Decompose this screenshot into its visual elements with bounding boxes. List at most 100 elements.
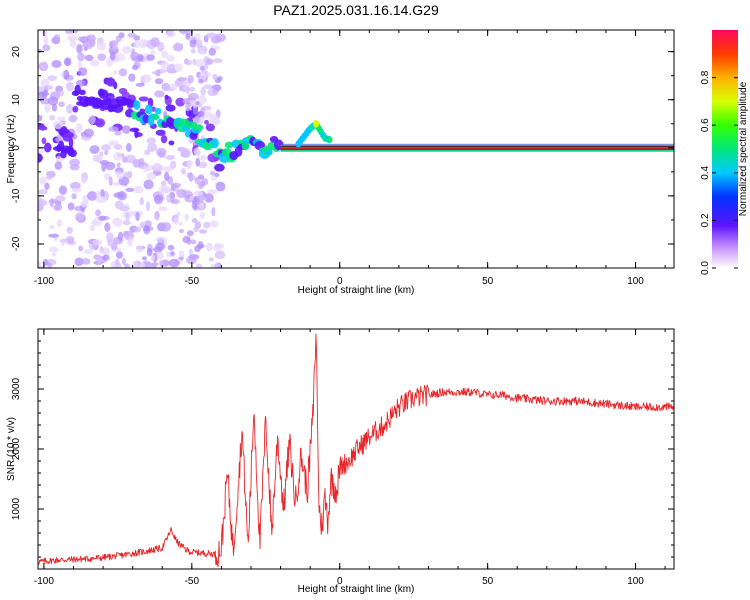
chart-title: PAZ1.2025.031.16.14.G29	[273, 2, 439, 18]
heatmap-cell	[161, 185, 171, 194]
heatmap-cell	[178, 221, 183, 226]
x-tick-label: -50	[185, 276, 200, 287]
heatmap-cell	[180, 147, 191, 158]
x-tick-label: -100	[34, 276, 54, 287]
heatmap-cell	[194, 59, 206, 68]
heatmap-cell	[38, 91, 50, 96]
heatmap-cell	[112, 44, 119, 50]
heatmap-cell	[69, 158, 81, 167]
heatmap-cell	[113, 144, 123, 150]
heatmap-cell	[51, 103, 58, 112]
heatmap-cell	[195, 263, 203, 268]
heatmap-cell	[123, 181, 128, 186]
heatmap-cell	[192, 106, 198, 115]
heatmap-cell	[209, 170, 216, 176]
ridge-band-core	[280, 146, 674, 149]
heatmap-cell	[142, 165, 149, 173]
heatmap-cell	[176, 211, 181, 218]
heatmap-cell	[95, 209, 102, 217]
heatmap-cell	[214, 163, 225, 172]
heatmap-cell	[141, 256, 148, 261]
heatmap-cell	[80, 200, 89, 208]
heatmap-cell	[151, 70, 162, 75]
ridge-cell	[189, 131, 198, 141]
heatmap-cell	[108, 140, 119, 146]
heatmap-cell	[173, 63, 183, 72]
ridge-cell	[154, 107, 162, 115]
heatmap-cell	[146, 172, 157, 181]
heatmap-cell	[135, 82, 145, 87]
heatmap-cell	[54, 161, 63, 170]
heatmap-cell	[146, 54, 155, 61]
heatmap-cell	[63, 69, 70, 80]
heatmap-cell	[155, 242, 166, 251]
spectrogram-y-ticks: -20 -10 0 10 20	[11, 46, 674, 269]
heatmap-cell	[67, 35, 78, 42]
heatmap-cell	[150, 37, 160, 48]
heatmap-cell	[121, 257, 126, 266]
heatmap-cell	[167, 244, 175, 251]
heatmap-cell	[170, 160, 177, 170]
heatmap-cell	[127, 170, 133, 178]
heatmap-cell	[65, 81, 74, 92]
heatmap-cell	[211, 207, 216, 217]
heatmap-cell	[81, 258, 91, 265]
heatmap-cell	[193, 190, 204, 197]
heatmap-cell	[198, 116, 206, 123]
heatmap-cell	[132, 260, 139, 268]
y-tick-label: 20	[11, 46, 22, 58]
colorbar: 0.0 0.2 0.4 0.6 0.8 Normalized spectral ampl…	[700, 30, 749, 275]
heatmap-cell	[184, 78, 189, 86]
heatmap-cell	[60, 125, 68, 134]
heatmap-cell	[51, 252, 57, 257]
heatmap-cell	[208, 47, 216, 56]
heatmap-cell	[186, 256, 197, 265]
heatmap-cell	[71, 187, 82, 193]
heatmap-cell	[184, 213, 190, 222]
heatmap-cell	[84, 54, 94, 62]
heatmap-cell	[214, 172, 220, 178]
x-tick-label: 0	[337, 276, 343, 287]
ridge-cell	[265, 149, 273, 156]
heatmap-cell	[135, 245, 144, 253]
heatmap-cell	[99, 246, 104, 254]
heatmap-cell	[195, 101, 200, 106]
heatmap-cell	[89, 59, 100, 67]
heatmap-cell	[97, 256, 102, 266]
heatmap-cell	[77, 36, 85, 42]
heatmap-cell	[57, 116, 66, 121]
heatmap-cell	[55, 137, 60, 142]
heatmap-cell	[127, 32, 137, 38]
heatmap-cell	[172, 42, 184, 52]
heatmap-cell	[115, 53, 126, 61]
heatmap-cell	[125, 187, 135, 193]
heatmap-cell	[51, 60, 62, 68]
heatmap-cell	[168, 140, 175, 146]
heatmap-cell	[47, 96, 59, 106]
heatmap-cell	[184, 103, 191, 112]
heatmap-cell	[199, 66, 205, 71]
x-tick-label: 50	[482, 276, 494, 287]
heatmap-cell	[207, 87, 219, 97]
ridge-cell	[133, 100, 141, 111]
heatmap-cell	[204, 193, 214, 203]
heatmap-cell	[135, 211, 140, 222]
y-tick-label: 3000	[11, 377, 22, 400]
heatmap-cell	[66, 226, 73, 234]
heatmap-cell	[40, 78, 50, 87]
heatmap-cell	[199, 154, 208, 161]
heatmap-cell	[150, 49, 155, 56]
heatmap-cell	[160, 222, 172, 232]
heatmap-cell	[104, 150, 109, 155]
heatmap-cell	[104, 222, 111, 233]
heatmap-cell	[116, 174, 124, 180]
heatmap-cell	[197, 49, 206, 54]
heatmap-cell	[166, 54, 175, 62]
ridge-cell	[105, 97, 112, 105]
heatmap-cell	[53, 120, 64, 130]
heatmap-cell	[198, 195, 207, 201]
heatmap-cell	[117, 191, 127, 201]
heatmap-cell	[187, 92, 199, 100]
heatmap-cell	[166, 30, 176, 38]
